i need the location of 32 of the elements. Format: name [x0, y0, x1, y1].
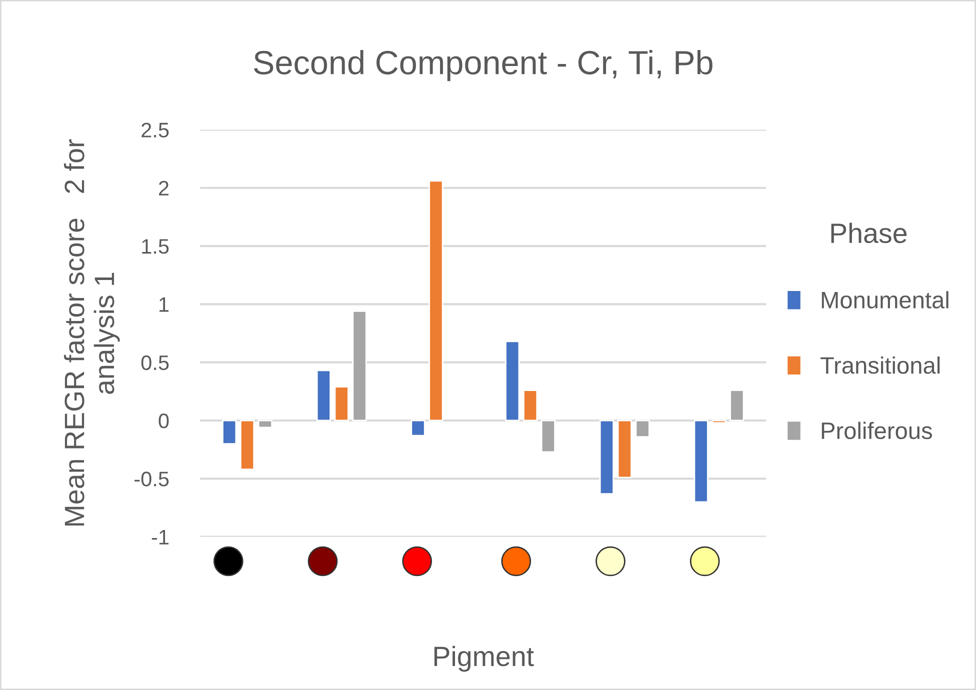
y-tick-label: -1: [152, 530, 169, 544]
bar: [334, 386, 349, 422]
y-tick-label: 0: [158, 414, 169, 428]
bar: [540, 420, 556, 453]
bar: [599, 420, 614, 494]
bar: [410, 420, 426, 436]
bar: [617, 420, 632, 478]
y-tick-label: 0.5: [141, 355, 169, 370]
bar: [712, 420, 726, 424]
bar: [352, 310, 367, 422]
y-tick-label: 2.5: [142, 122, 169, 138]
bar: [635, 420, 650, 438]
bar: [694, 420, 708, 503]
bar: [258, 420, 272, 428]
legend-label: Transitional: [820, 356, 940, 374]
bar: [522, 390, 538, 422]
bar: [730, 390, 744, 422]
y-axis-title: Mean REGR factor score 2 for analysis 1: [64, 139, 120, 526]
bar: [428, 180, 444, 422]
y-tick-label: -0.5: [134, 472, 169, 486]
y-tick-label: 1.5: [142, 239, 169, 254]
bar: [316, 370, 331, 422]
bar: [240, 420, 255, 470]
legend-label: Monumental: [822, 291, 948, 308]
legend-label: Proliferous: [822, 422, 932, 440]
y-tick-label: 2: [158, 180, 168, 196]
x-axis-title: Pigment: [434, 646, 534, 672]
legend-title: Phase: [831, 222, 907, 244]
bar: [222, 420, 237, 444]
bar: [505, 340, 520, 422]
chart-title: Second Component - Cr, Ti, Pb: [254, 50, 712, 82]
y-tick-label: 1: [160, 297, 169, 312]
